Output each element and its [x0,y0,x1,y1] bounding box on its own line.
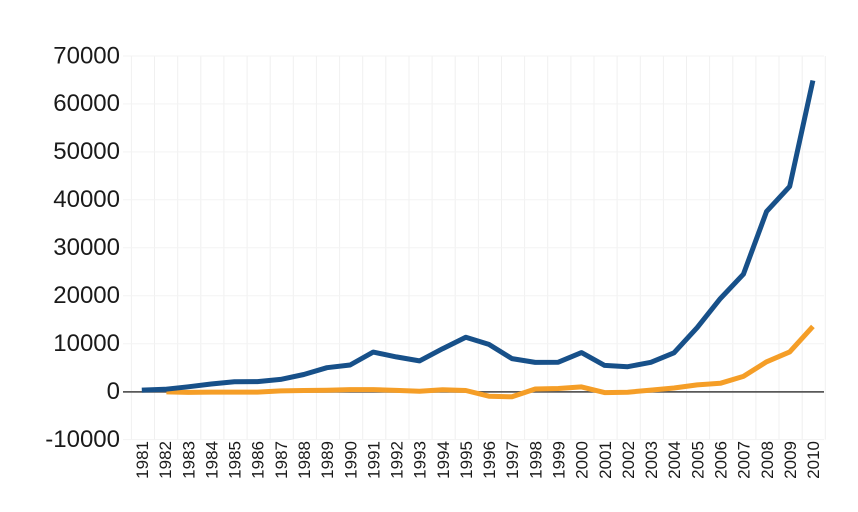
svg-text:60000: 60000 [53,90,120,117]
svg-text:1989: 1989 [318,441,337,479]
svg-text:20000: 20000 [53,282,120,309]
svg-text:1999: 1999 [550,441,569,479]
svg-text:2008: 2008 [758,441,777,479]
svg-text:2006: 2006 [712,441,731,479]
svg-text:1990: 1990 [341,441,360,479]
svg-text:1985: 1985 [226,441,245,479]
svg-text:2007: 2007 [735,441,754,479]
svg-text:10000: 10000 [53,330,120,357]
svg-text:1998: 1998 [526,441,545,479]
svg-text:2004: 2004 [665,441,684,479]
svg-text:2010: 2010 [804,441,823,479]
svg-text:0: 0 [107,378,120,405]
svg-text:1987: 1987 [272,441,291,479]
svg-text:1996: 1996 [480,441,499,479]
svg-text:1994: 1994 [434,441,453,479]
svg-text:2005: 2005 [688,441,707,479]
svg-text:1981: 1981 [133,441,152,479]
svg-text:1992: 1992 [388,441,407,479]
svg-text:1983: 1983 [179,441,198,479]
svg-text:1988: 1988 [295,441,314,479]
svg-text:1991: 1991 [364,441,383,479]
svg-text:1995: 1995 [457,441,476,479]
svg-text:50000: 50000 [53,138,120,165]
svg-text:2001: 2001 [596,441,615,479]
svg-text:30000: 30000 [53,234,120,261]
svg-text:2003: 2003 [642,441,661,479]
svg-text:40000: 40000 [53,186,120,213]
svg-text:1986: 1986 [249,441,268,479]
svg-text:2000: 2000 [573,441,592,479]
svg-text:-10000: -10000 [45,426,120,453]
svg-text:1984: 1984 [202,441,221,479]
svg-text:2002: 2002 [619,441,638,479]
svg-text:1982: 1982 [156,441,175,479]
svg-text:2009: 2009 [781,441,800,479]
svg-text:1997: 1997 [503,441,522,479]
svg-text:1993: 1993 [411,441,430,479]
svg-text:70000: 70000 [53,42,120,69]
